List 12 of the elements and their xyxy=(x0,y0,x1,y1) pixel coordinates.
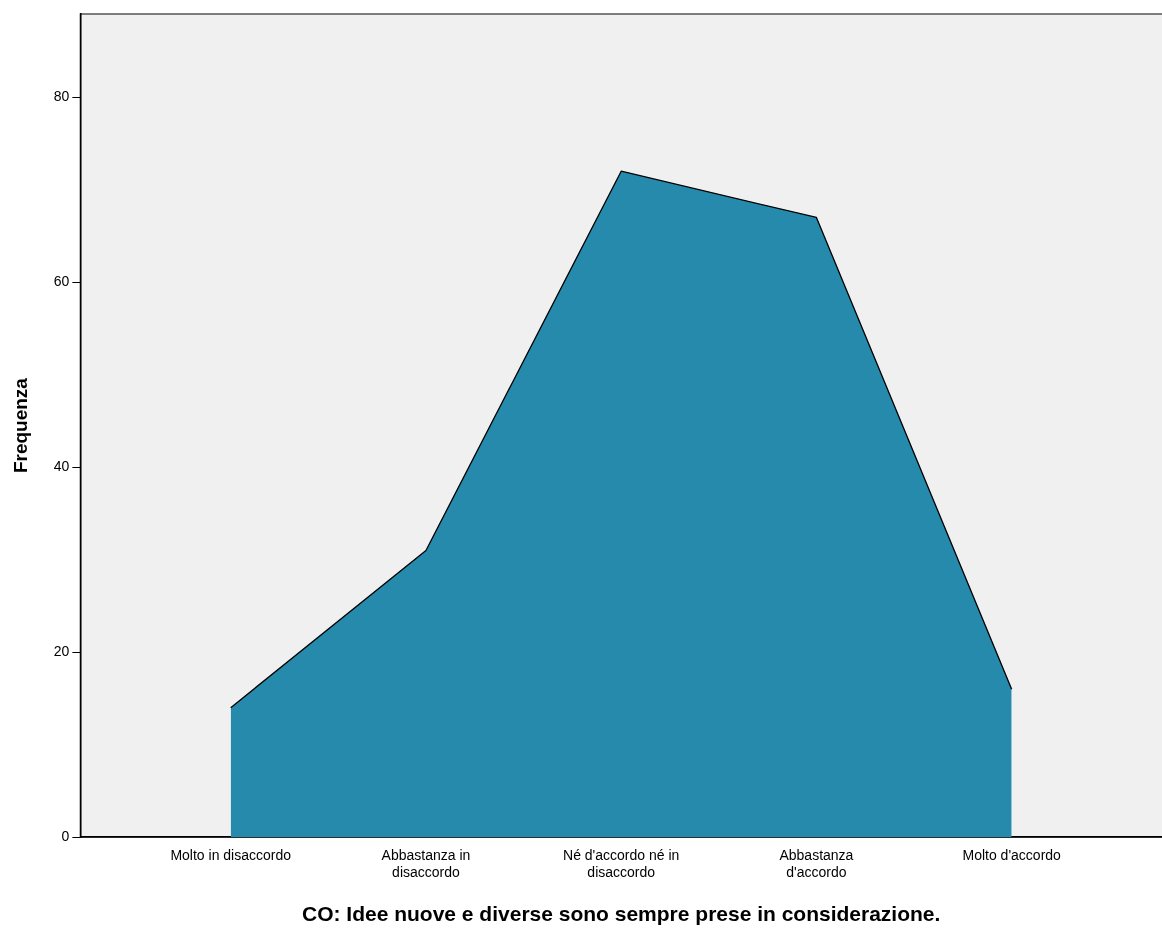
x-axis-title: CO: Idee nuove e diverse sono sempre prese in considerazione. xyxy=(301,902,941,926)
y-tick-label: 20 xyxy=(53,643,70,660)
y-tick-label: 40 xyxy=(53,458,70,475)
y-axis-title: Frequenza xyxy=(9,377,31,474)
x-tick-label: Abbastanza d'accordo xyxy=(779,847,854,881)
y-tick-label: 0 xyxy=(61,828,70,845)
x-tick-label: Abbastanza in disaccordo xyxy=(381,847,471,881)
x-tick-label: Né d'accordo né in disaccordo xyxy=(563,847,680,881)
x-tick-label: Molto d'accordo xyxy=(962,847,1062,864)
y-tick-label: 60 xyxy=(53,273,70,290)
y-tick-label: 80 xyxy=(53,88,70,105)
x-tick-label: Molto in disaccordo xyxy=(170,847,292,864)
